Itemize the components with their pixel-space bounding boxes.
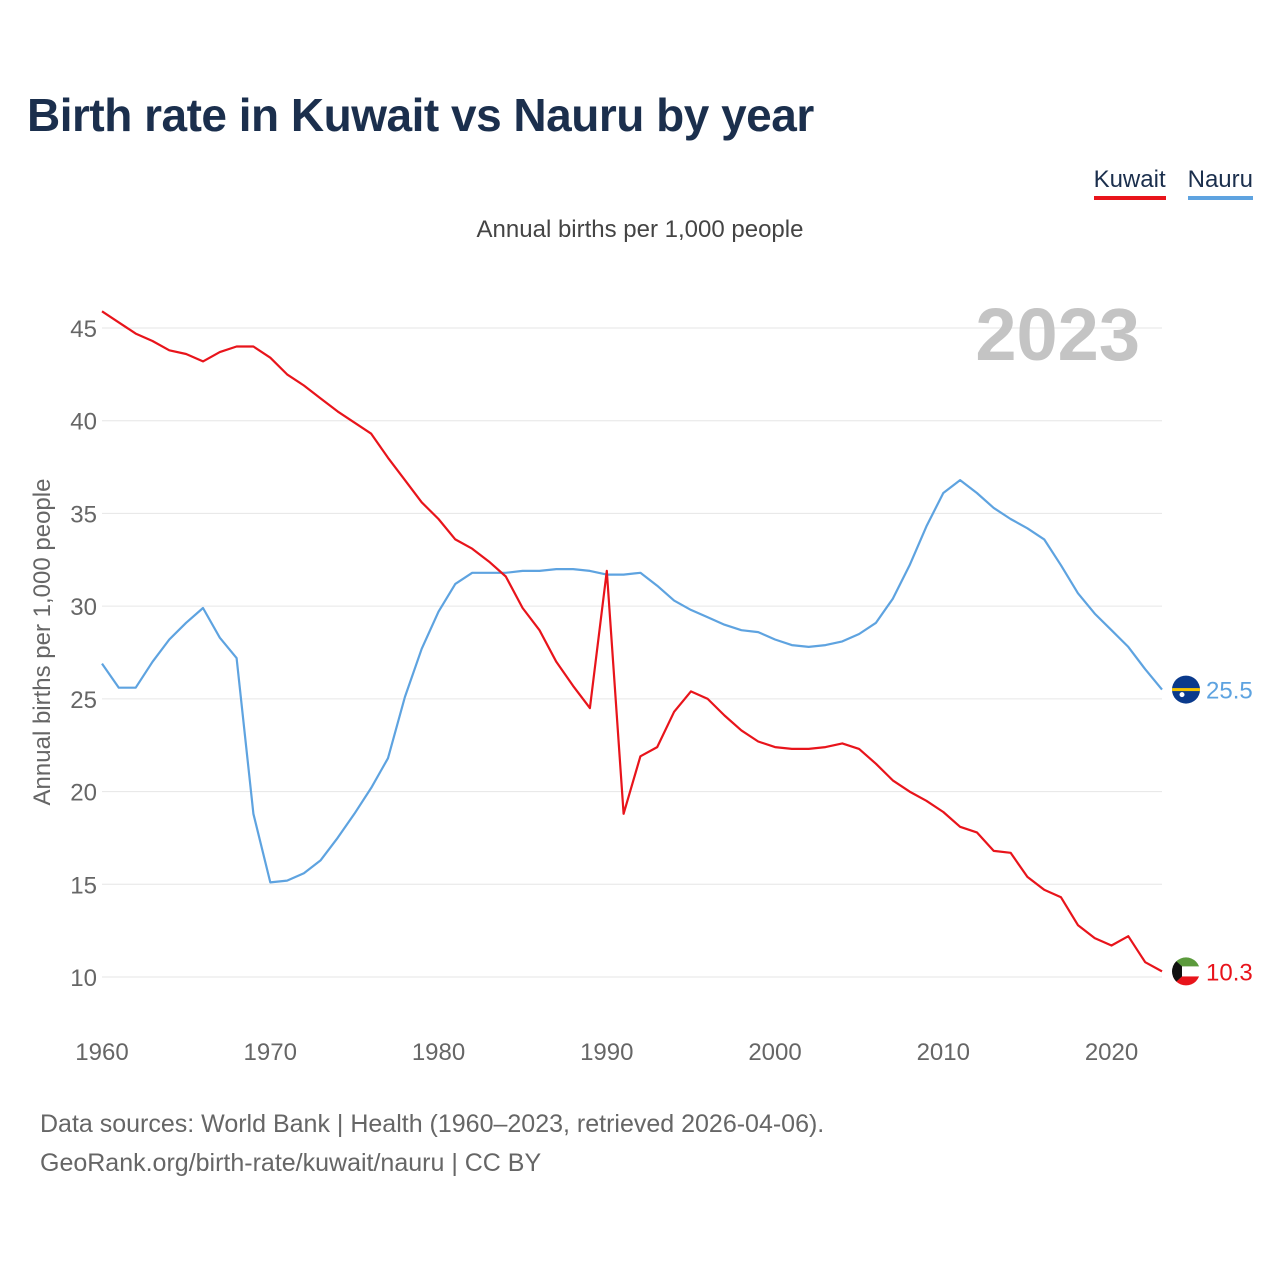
y-axis: 10 15 20 25 30 35 40 45 (70, 316, 97, 992)
source-line-1: Data sources: World Bank | Health (1960–… (40, 1110, 825, 1138)
y-tick-label: 10 (70, 965, 97, 992)
end-label-kuwait: 10.3 (1206, 959, 1253, 986)
x-tick-label: 1960 (75, 1039, 128, 1066)
y-tick-label: 15 (70, 872, 97, 899)
chart-title: Birth rate in Kuwait vs Nauru by year (27, 89, 814, 141)
y-tick-label: 35 (70, 501, 97, 528)
y-tick-label: 45 (70, 316, 97, 343)
series-group (101, 310, 1163, 973)
y-tick-label: 20 (70, 780, 97, 807)
kuwait-flag-icon (1172, 957, 1200, 986)
series-line-kuwait[interactable] (101, 310, 1163, 973)
grid (102, 327, 1162, 978)
x-axis: 1960 1970 1980 1990 2000 2010 2020 (75, 1039, 1138, 1066)
x-tick-label: 2000 (748, 1039, 801, 1066)
x-tick-label: 1980 (412, 1039, 465, 1066)
x-tick-label: 2010 (917, 1039, 970, 1066)
series-line-nauru[interactable] (101, 479, 1163, 884)
end-markers: 25.5 10.3 (1172, 675, 1253, 986)
y-axis-label: Annual births per 1,000 people (29, 479, 56, 806)
chart-subtitle: Annual births per 1,000 people (476, 216, 804, 243)
legend-item-nauru[interactable]: Nauru (1187, 166, 1253, 200)
end-label-nauru: 25.5 (1206, 678, 1253, 705)
nauru-flag-icon (1172, 675, 1200, 704)
source-line-2[interactable]: GeoRank.org/birth-rate/kuwait/nauru | CC… (40, 1149, 542, 1177)
source-note: Data sources: World Bank | Health (1960–… (40, 1105, 824, 1183)
x-tick-label: 1990 (580, 1039, 633, 1066)
y-tick-label: 25 (70, 687, 97, 714)
y-tick-label: 40 (70, 409, 97, 436)
x-tick-label: 1970 (244, 1039, 297, 1066)
year-label: 2023 (975, 293, 1140, 376)
x-tick-label: 2020 (1085, 1039, 1138, 1066)
legend-item-kuwait[interactable]: Kuwait (1093, 166, 1166, 200)
legend: Kuwait Nauru (1093, 166, 1253, 200)
y-tick-label: 30 (70, 594, 97, 621)
